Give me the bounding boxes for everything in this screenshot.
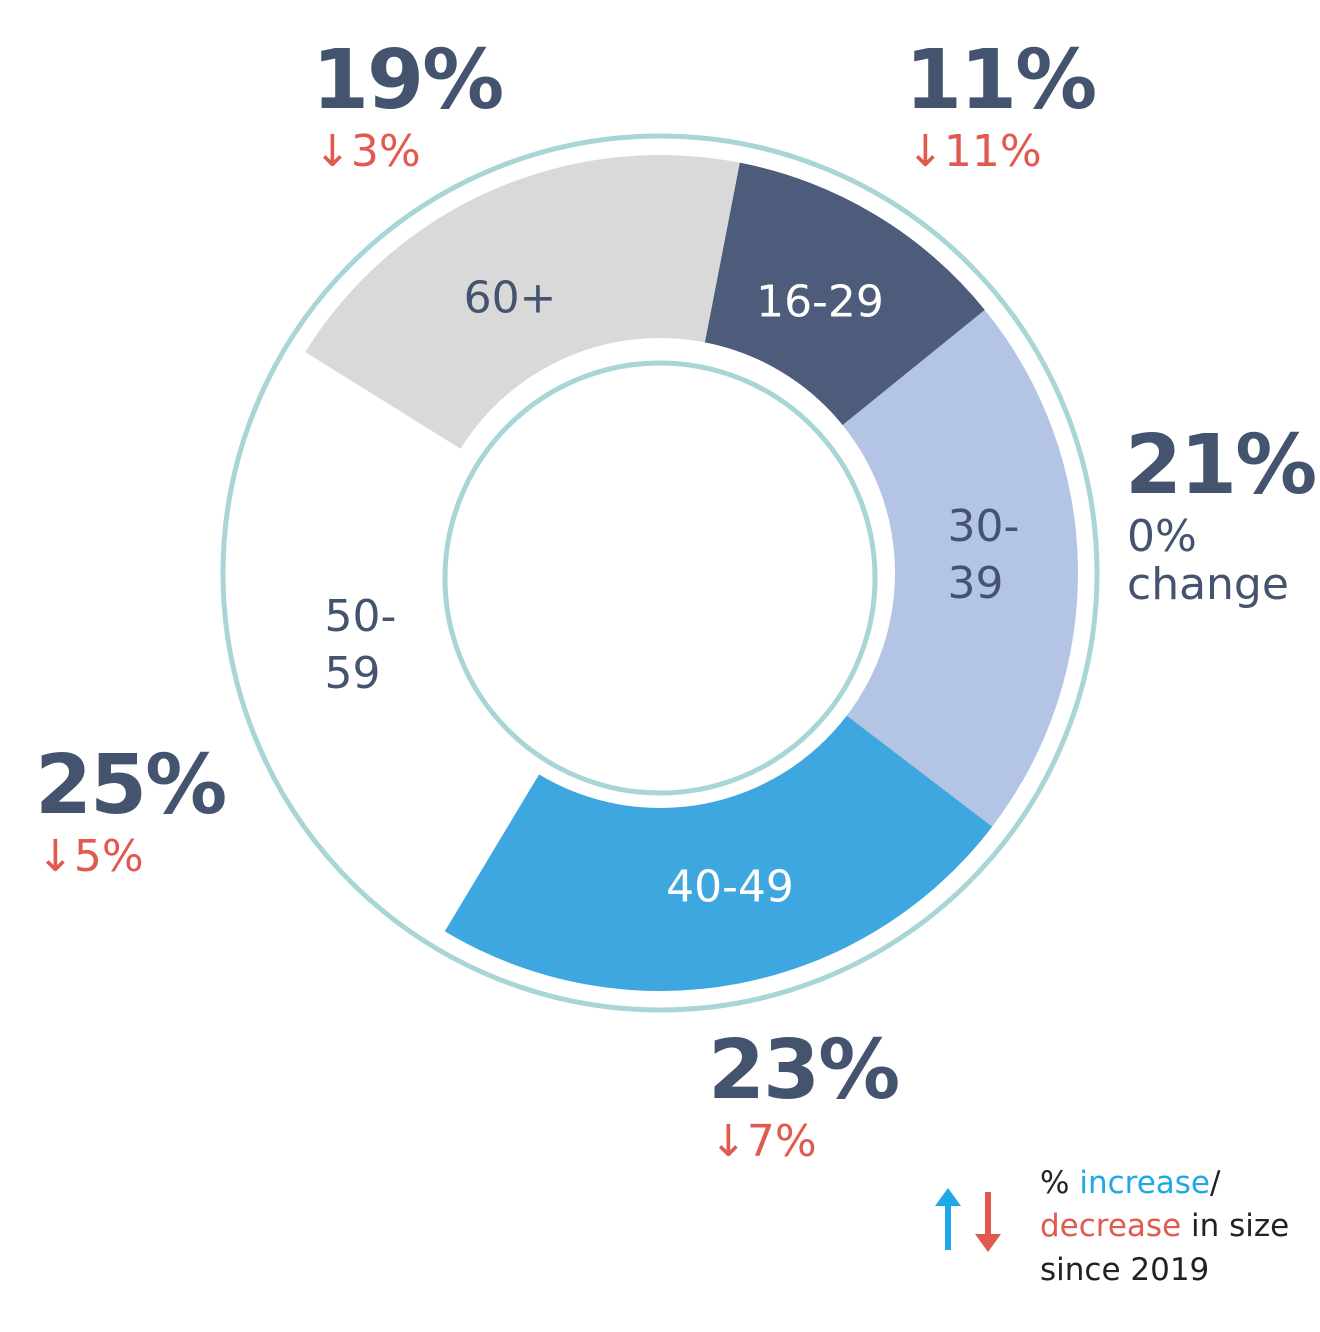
wedge (242, 352, 539, 932)
legend-text: / (1210, 1165, 1221, 1201)
legend-text: % (1040, 1165, 1070, 1201)
inner-ring (442, 360, 878, 796)
wedge (444, 715, 993, 991)
legend-text: in size since 2019 (1040, 1208, 1290, 1288)
value-label: 23% (708, 1023, 900, 1118)
change-label: ↓5% (37, 831, 144, 882)
change-label: ↓11% (907, 126, 1042, 177)
legend-text: increase (1079, 1165, 1210, 1201)
wedge (305, 155, 740, 449)
wedge (704, 162, 985, 426)
change-label: 0% change (1127, 511, 1289, 611)
outer-ring (220, 133, 1100, 1013)
category-label: 50-59 (324, 590, 397, 699)
legend-text: decrease (1040, 1208, 1182, 1245)
category-label: 40-49 (666, 861, 794, 913)
wedge (842, 309, 1078, 827)
value-label: 11% (905, 33, 1097, 128)
category-label: 16-29 (756, 276, 884, 328)
value-label: 21% (1125, 418, 1317, 513)
category-label: 30-39 (947, 500, 1020, 609)
value-label: 25% (35, 738, 227, 833)
change-label: ↓7% (710, 1116, 817, 1167)
legend: % increase/ decrease in size since 2019 (1040, 1162, 1300, 1292)
change-label: ↓3% (314, 126, 421, 177)
value-label: 19% (312, 33, 504, 128)
legend-arrows (935, 1188, 1001, 1252)
category-label: 60+ (463, 272, 557, 324)
